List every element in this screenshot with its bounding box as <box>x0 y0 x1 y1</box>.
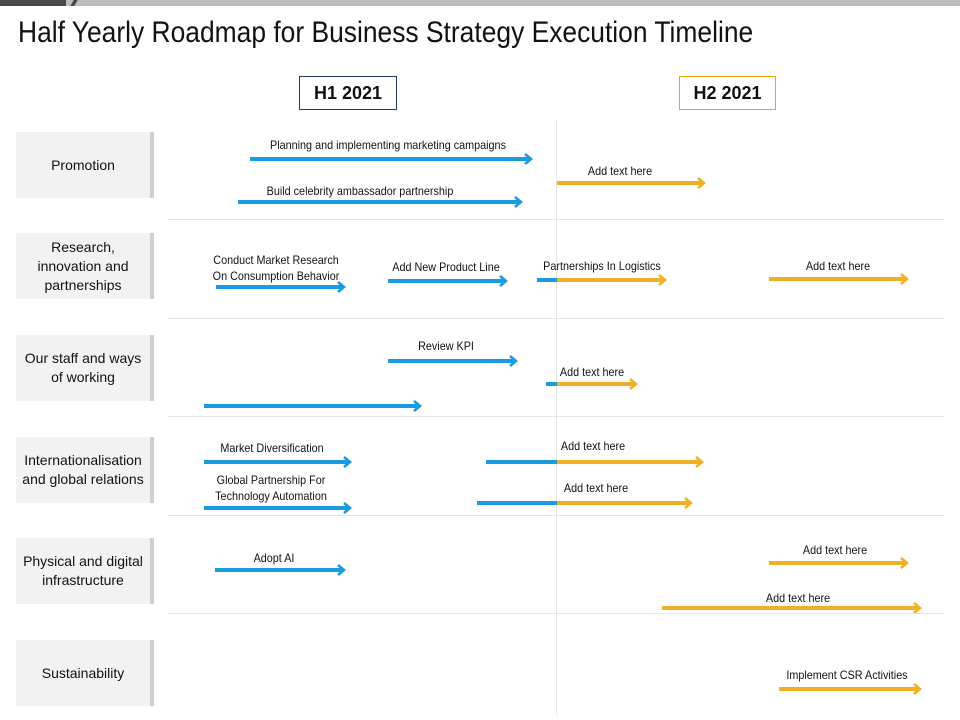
label-promotion-h2: Add text here <box>587 164 653 178</box>
top-accent-bar <box>0 0 960 6</box>
label-product-line: Add New Product Line <box>392 260 500 274</box>
period-h1-header: H1 2021 <box>299 76 397 110</box>
bar-intl-h2-1 <box>486 455 705 468</box>
label-review-kpi: Review KPI <box>418 339 474 353</box>
page-title: Half Yearly Roadmap for Business Strateg… <box>18 16 754 49</box>
bar-promotion-h2 <box>557 176 707 189</box>
label-infra-h2-1: Add text here <box>802 543 868 557</box>
bar-global-partnership <box>204 501 353 514</box>
label-logistics: Partnerships In Logistics <box>543 259 661 273</box>
bar-intl-h2-2 <box>477 496 694 509</box>
row-label-sustainability: Sustainability <box>16 640 154 706</box>
row-label-staff: Our staff and ways of working <box>16 335 154 401</box>
row-divider <box>168 515 944 516</box>
bar-research-h2 <box>769 272 910 285</box>
row-label-internationalisation: Internationalisation and global relation… <box>16 437 154 503</box>
bar-staff-h2 <box>546 377 639 390</box>
row-label-research: Research, innovation and partnerships <box>16 233 154 299</box>
bar-csr <box>779 682 923 695</box>
bar-market-diversification <box>204 455 353 468</box>
bar-planning-campaigns <box>250 152 534 165</box>
bar-infra-h2-1 <box>769 556 910 569</box>
label-research-h2: Add text here <box>805 259 871 273</box>
top-accent-dark <box>0 0 66 6</box>
label-adopt-ai: Adopt AI <box>253 551 295 565</box>
label-staff-h2: Add text here <box>559 365 625 379</box>
label-celebrity-ambassador: Build celebrity ambassador partnership <box>266 184 454 198</box>
label-csr: Implement CSR Activities <box>786 668 908 682</box>
bar-market-research <box>216 280 347 293</box>
label-market-research-2: On Consumption Behavior <box>212 269 340 283</box>
label-intl-h2-1: Add text here <box>560 439 626 453</box>
row-divider <box>168 318 944 319</box>
label-global-partnership-2: Technology Automation <box>215 489 327 503</box>
bar-staff-unlabeled <box>204 399 423 412</box>
bar-infra-h2-2 <box>662 601 923 614</box>
bar-adopt-ai <box>215 563 347 576</box>
row-label-promotion: Promotion <box>16 132 154 198</box>
row-divider <box>168 416 944 417</box>
label-infra-h2-2: Add text here <box>765 591 831 605</box>
row-divider <box>168 219 944 220</box>
label-global-partnership-1: Global Partnership For <box>216 473 326 487</box>
half-year-divider <box>556 120 557 715</box>
row-label-infrastructure: Physical and digital infrastructure <box>16 538 154 604</box>
bar-review-kpi <box>388 354 519 367</box>
label-planning-campaigns: Planning and implementing marketing camp… <box>270 138 506 152</box>
bar-product-line <box>388 274 509 287</box>
bar-logistics <box>537 273 668 286</box>
period-h2-header: H2 2021 <box>679 76 776 110</box>
bar-celebrity-ambassador <box>238 195 524 208</box>
label-intl-h2-2: Add text here <box>563 481 629 495</box>
row-divider <box>168 613 944 614</box>
label-market-research-1: Conduct Market Research <box>213 253 339 267</box>
label-market-diversification: Market Diversification <box>220 441 324 455</box>
